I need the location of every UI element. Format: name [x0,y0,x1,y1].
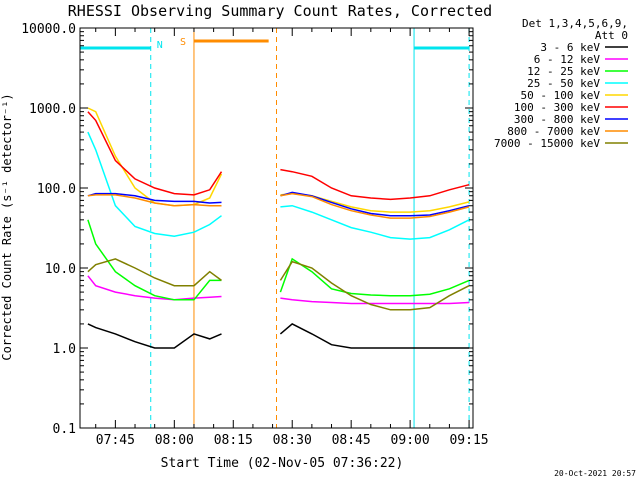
night-marker: N [157,40,163,51]
x-tick-label: 09:00 [391,433,430,448]
series-line [87,258,222,287]
timestamp: 20-Oct-2021 20:57 [554,469,636,478]
series-line [87,111,223,196]
series-line [87,131,222,237]
legend-label: 3 - 6 keV [540,41,600,54]
legend-label: 12 - 25 keV [527,65,600,78]
x-tick-label: 07:45 [96,433,135,448]
y-tick-label: 10.0 [45,262,76,277]
legend-label: 7000 - 15000 keV [494,137,600,150]
x-tick-label: 09:15 [449,433,488,448]
legend-label: 300 - 800 keV [514,113,600,126]
x-tick-label: 08:45 [332,433,371,448]
series-line [280,204,470,240]
series-line [279,257,470,297]
y-tick-label: 1000.0 [29,102,76,117]
y-tick-label: 0.1 [53,422,76,437]
saa-marker: S [180,37,186,48]
series-line [87,194,222,207]
series-layer [87,107,470,349]
legend-label: 50 - 100 keV [521,89,601,102]
legend-header-line2: Att 0 [595,29,628,42]
y-axis-label: Corrected Count Rate (s⁻¹ detector⁻¹) [0,93,14,360]
y-tick-label: 1.0 [53,342,76,357]
series-line [279,260,470,311]
plot-frame [79,27,474,429]
series-line [87,323,222,349]
legend-label: 25 - 50 keV [527,77,600,90]
x-axis-label: Start Time (02-Nov-05 07:36:22) [161,456,404,471]
legend-label: 6 - 12 keV [534,53,601,66]
y-tick-label: 100.0 [37,182,76,197]
legend-label: 100 - 300 keV [514,101,600,114]
series-line [87,192,222,204]
chart-title: RHESSI Observing Summary Count Rates, Co… [68,2,492,20]
series-line [280,192,470,219]
legend-header-line1: Det 1,3,4,5,6,9, [522,17,628,30]
x-tick-label: 08:15 [214,433,253,448]
axes-layer: 0.1 1.0 10.0 100.0 1000.0 10000.0 07:45 08:00 08… [21,22,488,448]
series-line [280,191,470,217]
series-line [280,168,470,201]
y-tick-label: 10000.0 [21,22,76,37]
series-line [87,219,222,301]
series-line [87,275,222,301]
x-tick-label: 08:00 [155,433,194,448]
x-tick-label: 08:30 [273,433,312,448]
series-line [279,323,470,349]
legend-label: 800 - 7000 keV [507,125,600,138]
